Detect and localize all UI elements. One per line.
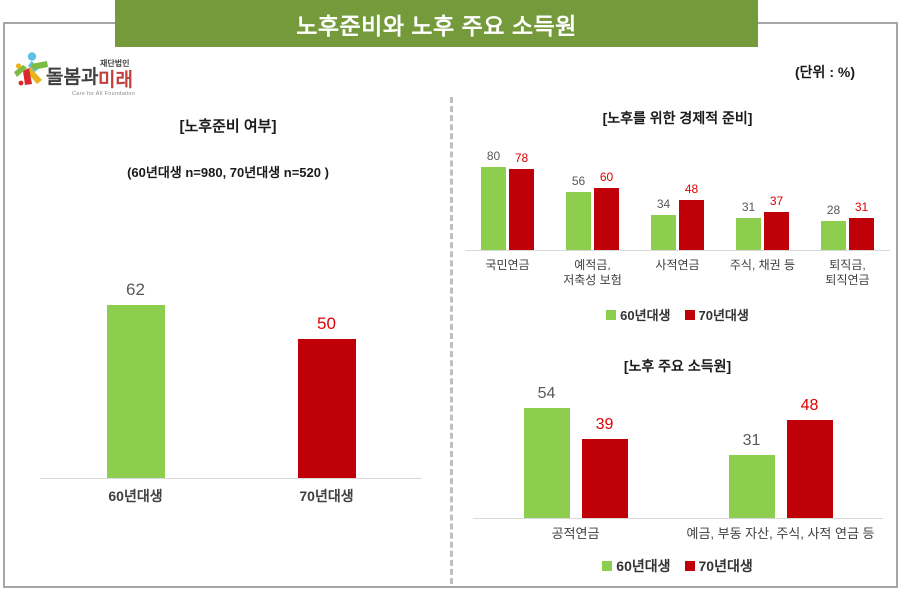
legend-label-70s: 70년대생 — [698, 308, 749, 323]
bar-60년대생-주식,채권등 — [736, 217, 761, 250]
bar-70년대생-주식,채권등 — [764, 211, 789, 250]
category-label-사적연금: 사적연금 — [655, 258, 700, 272]
category-label-예금,부동자산,주식,사적연금등: 예금, 부동 자산, 주식, 사적 연금 등 — [686, 526, 875, 541]
value-label-60년대생: 62 — [126, 280, 145, 300]
bar-70년대생-공적연금 — [581, 438, 628, 518]
value-label-70년대생-국민연금: 78 — [514, 150, 529, 165]
legend-swatch-red-icon — [684, 561, 695, 571]
value-label-70년대생-예적금,저축성보험: 60 — [599, 169, 614, 184]
bar-70년대생-퇴직금,퇴직연금 — [849, 217, 874, 250]
chart-main-income-source: [노후 주요 소득원] 54 39 31 48 60년대생 70년대생 공적연금 예금,… — [455, 348, 900, 584]
value-label-70년대생-주식,채권등: 37 — [769, 193, 784, 208]
category-label-70년대생: 70년대생 — [299, 488, 354, 504]
plot-area-main-income-source: 54 39 31 48 — [473, 386, 883, 518]
value-label-60년대생-공적연금: 54 — [537, 385, 556, 403]
value-label-60년대생-주식,채권등: 31 — [741, 199, 756, 214]
value-label-70년대생-예금,부동자산,주식,사적연금등: 48 — [800, 397, 819, 415]
legend-item-60s[interactable]: 60년대생 — [606, 305, 671, 324]
value-label-70년대생-퇴직금,퇴직연금: 31 — [854, 199, 869, 214]
value-label-70년대생: 50 — [317, 313, 336, 333]
value-label-70년대생-공적연금: 39 — [595, 415, 614, 433]
category-label-주식,채권등: 주식, 채권 등 — [729, 258, 796, 272]
bar-60년대생-예금,부동자산,주식,사적연금등 — [728, 454, 775, 518]
legend-item-60s[interactable]: 60년대생 — [602, 556, 671, 576]
svg-text:미래: 미래 — [98, 69, 133, 91]
plot-area-economic-preparation: 80 78 56 60 34 48 31 37 28 31 — [465, 146, 890, 250]
category-label-60년대생: 60년대생 — [108, 488, 163, 504]
logo-mark-icon: 돌봄과 미래 재단법인 Care for All Foundation — [14, 52, 135, 97]
bar-70년대생-국민연금 — [509, 168, 534, 250]
x-axis-line — [40, 478, 422, 479]
category-label-퇴직금,퇴직연금: 퇴직금, 퇴직연금 — [825, 258, 870, 287]
organization-logo: 돌봄과 미래 재단법인 Care for All Foundation — [12, 50, 147, 98]
unit-note: (단위 : %) — [795, 64, 855, 80]
chart-subtitle-sample-size: (60년대생 n=980, 70년대생 n=520 ) — [127, 165, 329, 180]
section-divider — [450, 97, 453, 584]
x-axis-line — [465, 250, 890, 251]
plot-area-retirement-readiness: 62 50 — [40, 255, 422, 478]
category-label-예적금,저축성보험: 예적금, 저축성 보험 — [563, 258, 622, 287]
bar-60년대생-예적금,저축성보험 — [566, 191, 591, 250]
bar-60년대생-사적연금 — [651, 214, 676, 250]
legend-swatch-green-icon — [602, 561, 613, 571]
value-label-60년대생-예금,부동자산,주식,사적연금등: 31 — [742, 431, 761, 449]
legend-item-70s[interactable]: 70년대생 — [684, 305, 749, 324]
x-axis-line — [473, 518, 883, 519]
chart-economic-preparation: [노후를 위한 경제적 준비] 80 78 56 60 34 48 31 37 28 31 60년… — [455, 100, 900, 340]
bar-70년대생-사적연금 — [679, 200, 704, 250]
page-title: 노후준비와 노후 주요 소득원 — [296, 12, 577, 39]
value-label-60년대생-퇴직금,퇴직연금: 28 — [826, 202, 841, 217]
chart-retirement-readiness: [노후준비 여부] (60년대생 n=980, 70년대생 n=520 ) 62… — [8, 100, 448, 584]
legend-item-70s[interactable]: 70년대생 — [684, 556, 753, 576]
category-label-공적연금: 공적연금 — [551, 526, 600, 541]
bar-70년대생 — [297, 338, 356, 478]
chart-title-economic-preparation: [노후를 위한 경제적 준비] — [602, 110, 753, 126]
legend-swatch-red-icon — [684, 309, 695, 320]
svg-text:재단법인: 재단법인 — [100, 58, 129, 68]
legend-label-60s: 60년대생 — [616, 558, 671, 574]
bar-60년대생 — [106, 305, 165, 478]
legend-swatch-green-icon — [606, 309, 617, 320]
bar-60년대생-퇴직금,퇴직연금 — [821, 220, 846, 250]
bar-60년대생-공적연금 — [523, 408, 570, 518]
svg-text:돌봄과: 돌봄과 — [46, 66, 99, 88]
category-label-국민연금: 국민연금 — [485, 258, 530, 272]
chart-title-main-income-source: [노후 주요 소득원] — [623, 358, 732, 374]
legend-main-income-source: 60년대생 70년대생 — [455, 556, 900, 576]
header-banner: 노후준비와 노후 주요 소득원 — [115, 0, 758, 47]
svg-text:Care for All Foundation: Care for All Foundation — [72, 91, 135, 97]
legend-label-70s: 70년대생 — [698, 558, 753, 574]
bar-60년대생-국민연금 — [481, 166, 506, 250]
value-label-60년대생-예적금,저축성보험: 56 — [571, 173, 586, 188]
chart-title-retirement-readiness: [노후준비 여부] — [179, 118, 277, 135]
value-label-60년대생-사적연금: 34 — [656, 196, 671, 211]
bar-70년대생-예적금,저축성보험 — [594, 187, 619, 250]
value-label-60년대생-국민연금: 80 — [486, 148, 501, 163]
legend-label-60s: 60년대생 — [620, 308, 671, 323]
value-label-70년대생-사적연금: 48 — [684, 182, 699, 197]
legend-economic-preparation: 60년대생 70년대생 — [455, 305, 900, 324]
bar-70년대생-예금,부동자산,주식,사적연금등 — [786, 420, 833, 518]
